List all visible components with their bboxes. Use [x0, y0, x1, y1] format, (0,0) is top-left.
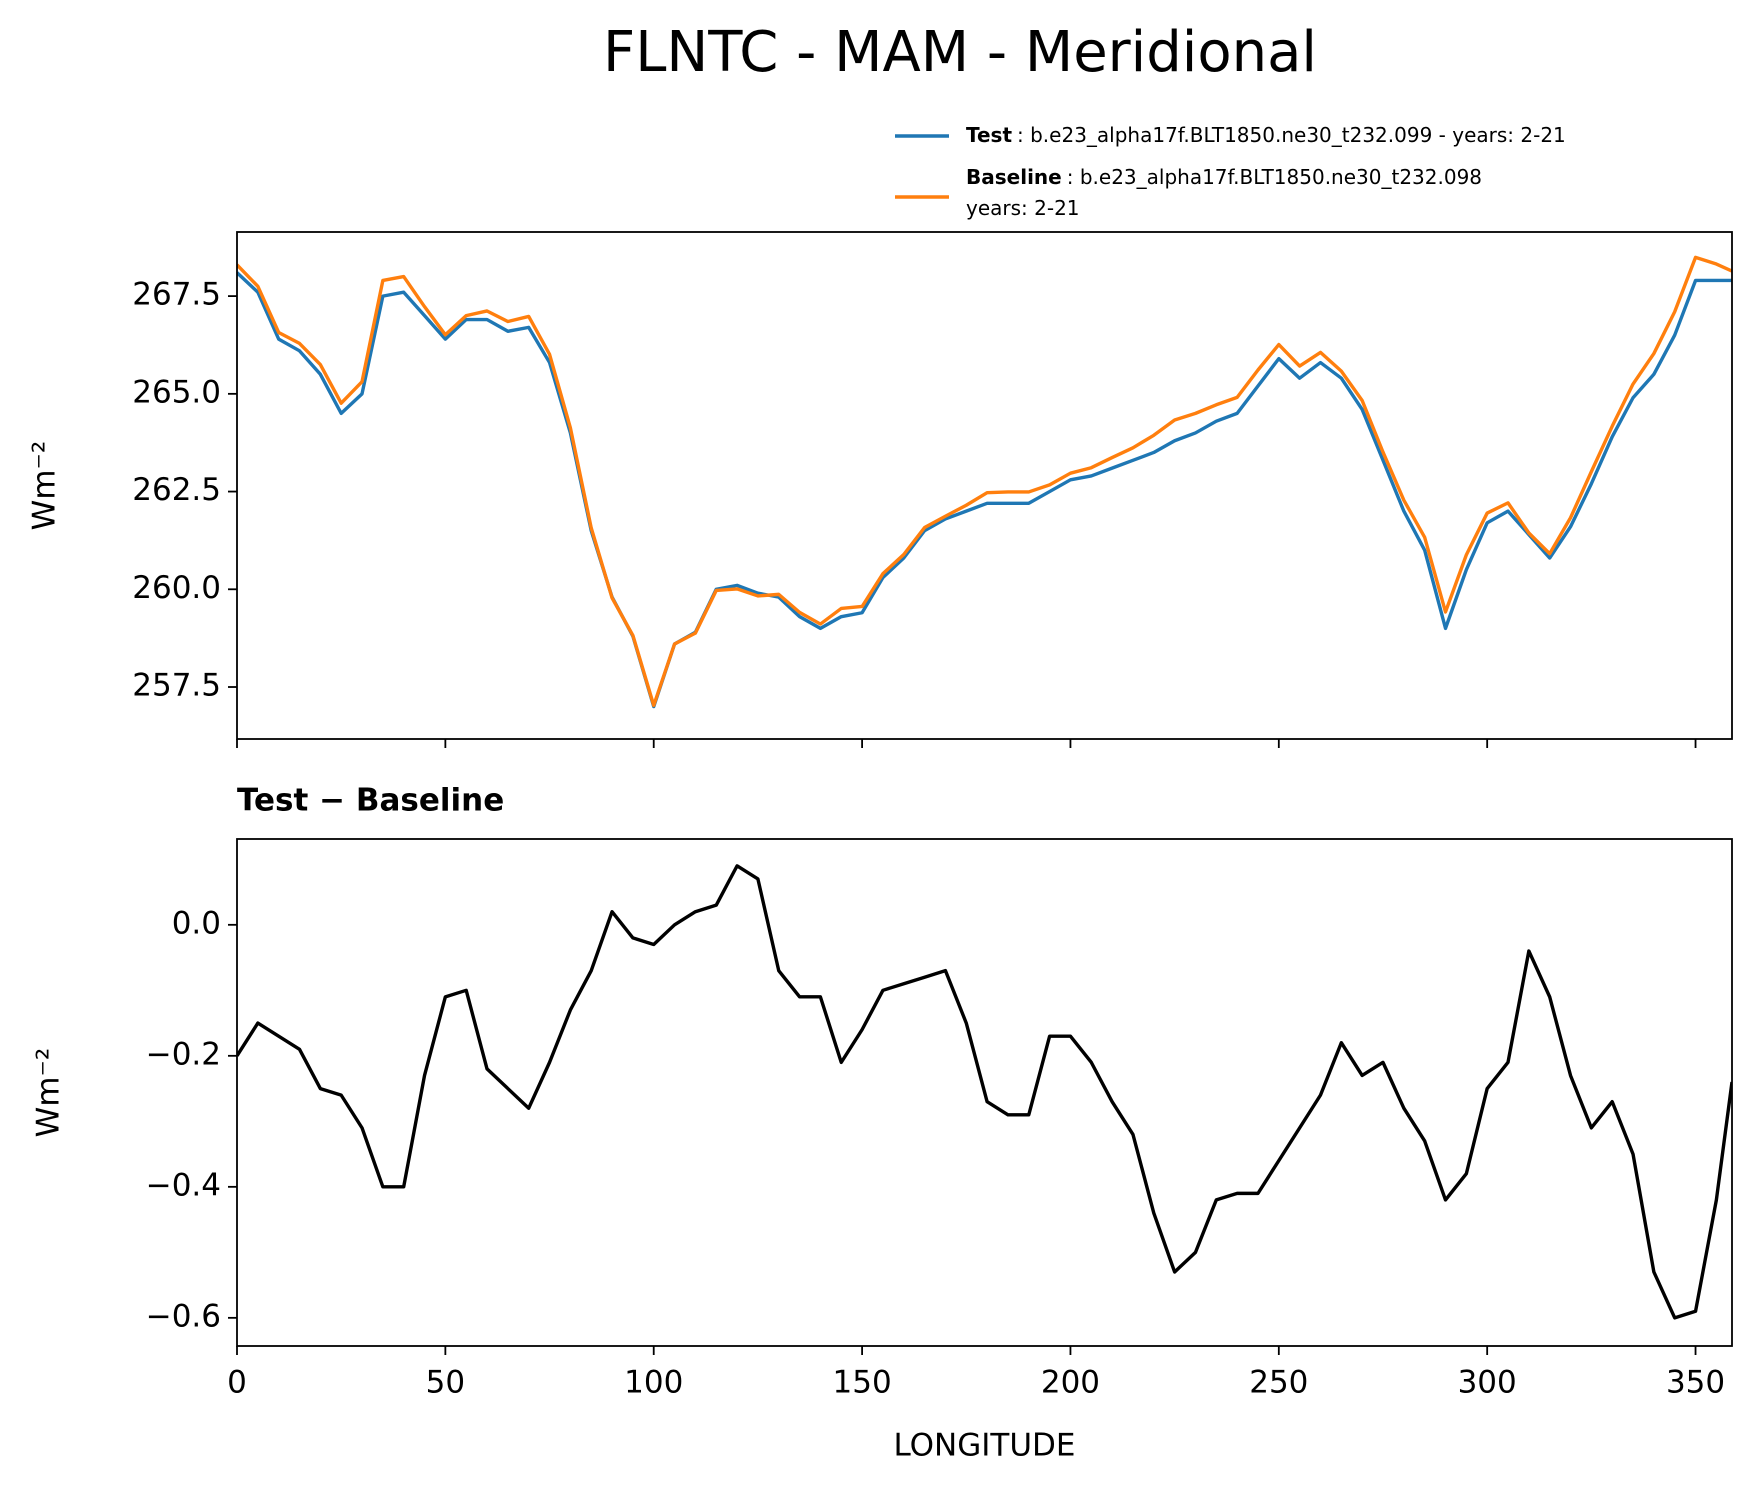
y-tick-label: −0.2: [146, 1036, 221, 1072]
y-axis-label: Wm⁻²: [31, 1048, 67, 1138]
x-tick-label: 300: [1458, 1365, 1517, 1401]
data-line: [237, 271, 1732, 709]
x-axis-label: LONGITUDE: [893, 1428, 1075, 1464]
y-tick-label: −0.4: [146, 1167, 221, 1203]
data-line: [237, 864, 1732, 1320]
y-tick-label: 262.5: [132, 472, 221, 508]
y-tick-label: 257.5: [132, 668, 221, 704]
axes-frame: [236, 231, 1733, 740]
x-tick-label: 250: [1249, 1365, 1308, 1401]
axes-title: Test − Baseline: [237, 783, 504, 819]
y-tick-label: 260.0: [132, 570, 221, 606]
plot-area: [237, 864, 1732, 1320]
figure-title: FLNTC - MAM - Meridional: [603, 20, 1317, 85]
legend-label: years: 2-21: [966, 196, 1080, 220]
legend-name: Baseline: [966, 165, 1062, 189]
plot-area: [237, 255, 1732, 709]
x-tick-label: 200: [1041, 1365, 1100, 1401]
axes-frame: [236, 838, 1733, 1347]
x-tick-label: 0: [227, 1365, 247, 1401]
y-tick-label: −0.6: [146, 1298, 221, 1334]
x-tick-label: 50: [426, 1365, 465, 1401]
legend-name: Test: [966, 123, 1012, 147]
y-tick-label: 265.0: [132, 374, 221, 410]
x-tick-label: 150: [833, 1365, 892, 1401]
y-axis-label: Wm⁻²: [27, 441, 63, 531]
data-line: [237, 255, 1732, 708]
x-tick-label: 350: [1666, 1365, 1725, 1401]
x-tick-label: 100: [624, 1365, 683, 1401]
y-tick-label: 267.5: [132, 277, 221, 313]
legend-label: : b.e23_alpha17f.BLT1850.ne30_t232.098: [1067, 165, 1482, 189]
legend-entry: Test: b.e23_alpha17f.BLT1850.ne30_t232.0…: [966, 123, 1566, 147]
legend-entry: Baseline: b.e23_alpha17f.BLT1850.ne30_t2…: [966, 165, 1482, 220]
y-tick-label: 0.0: [172, 905, 221, 941]
legend-label: : b.e23_alpha17f.BLT1850.ne30_t232.099 -…: [1017, 123, 1566, 147]
